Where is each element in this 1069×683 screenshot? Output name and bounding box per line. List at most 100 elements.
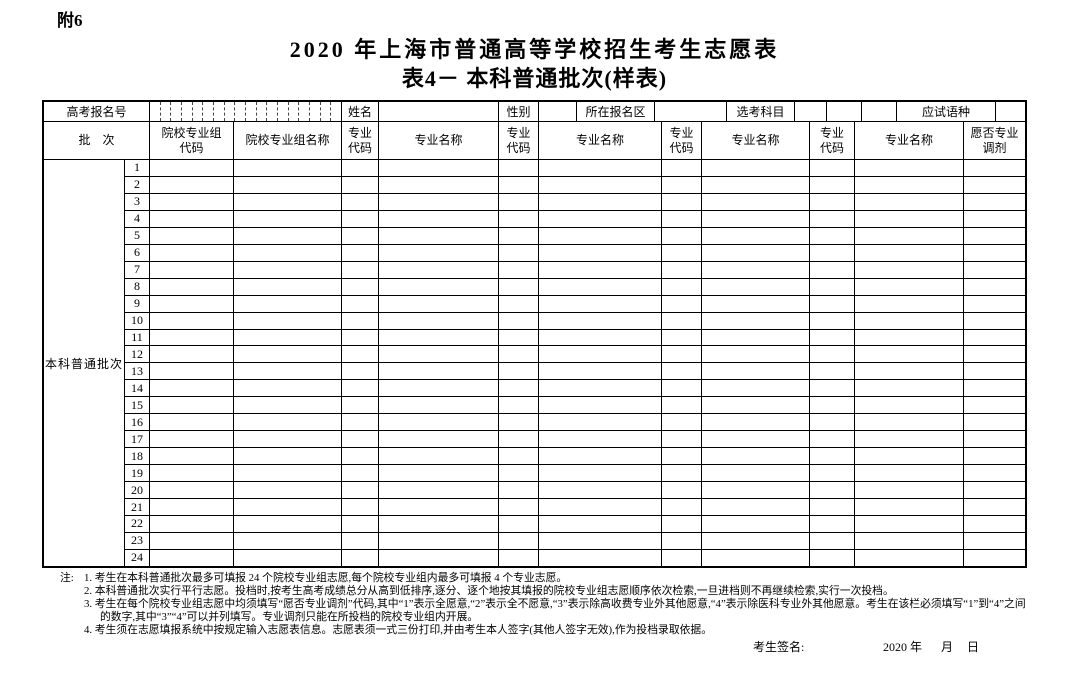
- major-code-cell: [662, 261, 702, 278]
- row-number: 21: [125, 499, 150, 516]
- major-code-cell: [662, 176, 702, 193]
- major-name-cell: [855, 244, 964, 261]
- major-name-cell: [702, 329, 810, 346]
- group-name-cell: [234, 227, 342, 244]
- major-name-cell: [702, 278, 810, 295]
- major-code-cell: [342, 160, 379, 176]
- digit-box: [235, 102, 247, 121]
- preference-row: 20: [125, 482, 1025, 500]
- preference-row: 1: [125, 160, 1025, 177]
- major-code-cell: [662, 516, 702, 532]
- major-code-cell: [810, 499, 855, 516]
- major-code-cell: [499, 160, 539, 176]
- major-code-cell: [810, 210, 855, 227]
- major-code-cell: [499, 244, 539, 261]
- col-major-name: 专业名称: [379, 122, 499, 159]
- major-code-cell: [662, 329, 702, 346]
- adjust-cell: [964, 194, 1025, 210]
- row-number: 10: [125, 312, 150, 329]
- digit-box: [182, 102, 193, 121]
- group-name-cell: [234, 295, 342, 312]
- major-name-cell: [539, 160, 662, 176]
- major-name-cell: [855, 176, 964, 193]
- preference-row: 14: [125, 380, 1025, 398]
- major-code-cell: [342, 431, 379, 448]
- digit-box: [203, 102, 215, 121]
- major-code-cell: [662, 549, 702, 566]
- major-name-cell: [702, 532, 810, 549]
- major-code-cell: [342, 176, 379, 193]
- major-code-cell: [342, 261, 379, 278]
- district-value-cell: [655, 102, 727, 121]
- preference-row: 10: [125, 312, 1025, 330]
- group-name-cell: [234, 465, 342, 482]
- group-code-cell: [150, 532, 234, 549]
- major-name-cell: [379, 499, 499, 516]
- major-code-cell: [662, 278, 702, 295]
- preference-row: 13: [125, 363, 1025, 381]
- adjust-cell: [964, 245, 1025, 261]
- subjects-label: 选考科目: [727, 102, 795, 121]
- major-code-cell: [342, 499, 379, 516]
- major-code-cell: [810, 397, 855, 414]
- major-name-cell: [702, 465, 810, 482]
- adjust-cell: [964, 279, 1025, 295]
- col-batch: 批 次: [44, 122, 150, 159]
- major-code-cell: [662, 499, 702, 516]
- preference-row: 21: [125, 499, 1025, 517]
- page-title: 2020 年上海市普通高等学校招生考生志愿表: [289, 37, 780, 62]
- group-name-cell: [234, 448, 342, 465]
- row-number: 11: [125, 329, 150, 346]
- batch-label: 本科普通批次: [44, 160, 125, 566]
- major-name-cell: [855, 448, 964, 465]
- signature-day: 日: [967, 640, 980, 654]
- major-name-cell: [379, 244, 499, 261]
- major-name-cell: [539, 549, 662, 566]
- major-code-cell: [342, 414, 379, 431]
- major-code-cell: [662, 532, 702, 549]
- name-label: 姓名: [342, 102, 379, 121]
- major-name-cell: [379, 482, 499, 499]
- major-name-cell: [539, 193, 662, 210]
- preference-row: 3: [125, 193, 1025, 211]
- major-name-cell: [855, 363, 964, 380]
- major-name-cell: [855, 414, 964, 431]
- group-name-cell: [234, 261, 342, 278]
- subject-value-cell: [862, 102, 897, 121]
- major-code-cell: [499, 414, 539, 431]
- district-label: 所在报名区: [577, 102, 655, 121]
- major-name-cell: [379, 397, 499, 414]
- preference-row: 4: [125, 210, 1025, 228]
- group-name-cell: [234, 312, 342, 329]
- group-code-cell: [150, 193, 234, 210]
- col-major-name: 专业名称: [702, 122, 810, 159]
- major-name-cell: [539, 295, 662, 312]
- adjust-cell: [964, 533, 1025, 549]
- major-name-cell: [702, 363, 810, 380]
- major-name-cell: [855, 499, 964, 516]
- group-code-cell: [150, 431, 234, 448]
- adjust-cell: [964, 211, 1025, 227]
- major-code-cell: [499, 499, 539, 516]
- major-code-cell: [662, 295, 702, 312]
- major-code-cell: [499, 176, 539, 193]
- adjust-cell: [964, 414, 1025, 430]
- group-name-cell: [234, 532, 342, 549]
- group-name-cell: [234, 176, 342, 193]
- adjust-cell: [964, 465, 1025, 481]
- preference-table: 高考报名号 姓名 性别 所在报名区 选考科目 应试语种 批 次 院校专业组 代码…: [42, 100, 1027, 568]
- major-code-cell: [342, 448, 379, 465]
- attachment-label: 附6: [57, 11, 83, 30]
- major-code-cell: [342, 329, 379, 346]
- row-number: 20: [125, 482, 150, 499]
- digit-box: [246, 102, 257, 121]
- row-number: 6: [125, 244, 150, 261]
- digit-box: [150, 102, 161, 121]
- major-name-cell: [855, 193, 964, 210]
- adjust-cell: [964, 160, 1025, 176]
- major-name-cell: [539, 397, 662, 414]
- major-name-cell: [379, 363, 499, 380]
- row-number: 2: [125, 176, 150, 193]
- major-code-cell: [810, 244, 855, 261]
